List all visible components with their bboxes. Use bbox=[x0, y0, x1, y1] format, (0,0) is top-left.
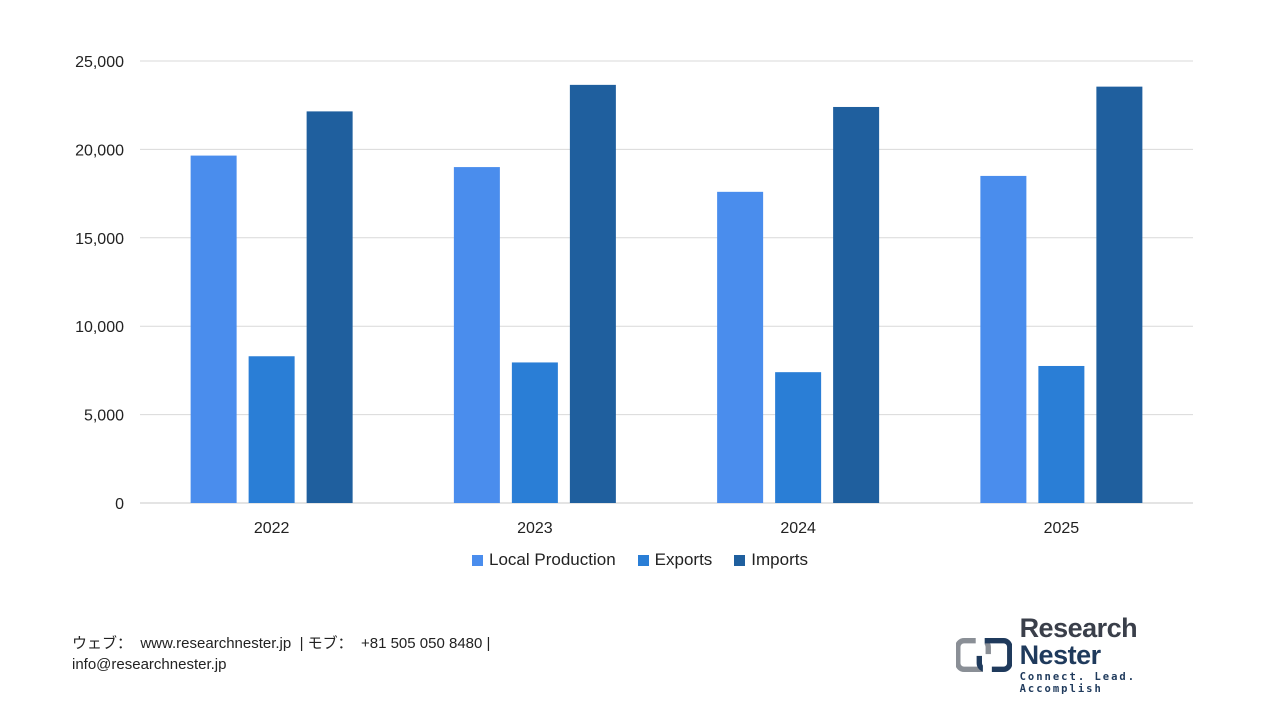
contact-line-email: info@researchnester.jp bbox=[72, 656, 227, 673]
research-nester-logo: Research Nester Connect. Lead. Accomplis… bbox=[956, 615, 1206, 695]
y-tick-label: 20,000 bbox=[75, 142, 124, 159]
bar-local-production-2022 bbox=[190, 155, 237, 503]
y-tick-label: 5,000 bbox=[84, 408, 124, 425]
legend-swatch bbox=[637, 554, 649, 566]
legend-label: Exports bbox=[654, 550, 713, 569]
legend-label: Local Production bbox=[489, 550, 616, 569]
bar-imports-2024 bbox=[833, 106, 880, 503]
bar-imports-2025 bbox=[1096, 86, 1143, 504]
y-tick-label: 0 bbox=[115, 496, 124, 513]
gridlines bbox=[140, 60, 1193, 504]
bar-imports-2023 bbox=[569, 84, 616, 504]
bar-exports-2022 bbox=[248, 356, 295, 503]
bar-exports-2024 bbox=[775, 372, 822, 503]
bar-exports-2025 bbox=[1038, 365, 1085, 503]
legend-item: Exports bbox=[637, 550, 713, 570]
y-tick-label: 15,000 bbox=[75, 231, 124, 248]
legend-item: Imports bbox=[734, 550, 808, 570]
x-tick-label: 2023 bbox=[517, 520, 553, 537]
y-axis-ticks: 0 5,000 10,000 15,000 20,000 25,000 bbox=[75, 54, 124, 513]
legend-item: Local Production bbox=[472, 550, 616, 570]
logo-name-nester: Nester bbox=[1019, 640, 1102, 670]
bar-local-production-2024 bbox=[717, 191, 764, 503]
legend-swatch bbox=[472, 554, 484, 566]
x-tick-label: 2024 bbox=[780, 520, 816, 537]
logo-name: Research Nester bbox=[1020, 615, 1206, 669]
bars bbox=[190, 84, 1143, 504]
bar-imports-2022 bbox=[306, 111, 353, 503]
x-tick-label: 2022 bbox=[254, 520, 290, 537]
y-tick-label: 25,000 bbox=[75, 54, 124, 71]
bar-local-production-2025 bbox=[980, 175, 1027, 504]
logo-icon bbox=[956, 637, 1012, 673]
logo-tagline: Connect. Lead. Accomplish bbox=[1019, 671, 1137, 695]
legend-swatch bbox=[734, 554, 746, 566]
legend-label: Imports bbox=[751, 550, 808, 569]
legend: Local Production Exports Imports bbox=[0, 550, 1280, 570]
bar-exports-2023 bbox=[511, 362, 558, 503]
x-axis-ticks: 2022 2023 2024 2025 bbox=[254, 520, 1079, 537]
x-tick-label: 2025 bbox=[1044, 520, 1080, 537]
contact-line-web-phone: ウェブ： www.researchnester.jp | モブ： +81 505… bbox=[72, 635, 491, 652]
logo-name-research: Research bbox=[1019, 613, 1138, 643]
footer-contact: ウェブ： www.researchnester.jp | モブ： +81 505… bbox=[72, 633, 490, 675]
bar-local-production-2023 bbox=[453, 167, 500, 503]
y-tick-label: 10,000 bbox=[75, 319, 124, 336]
